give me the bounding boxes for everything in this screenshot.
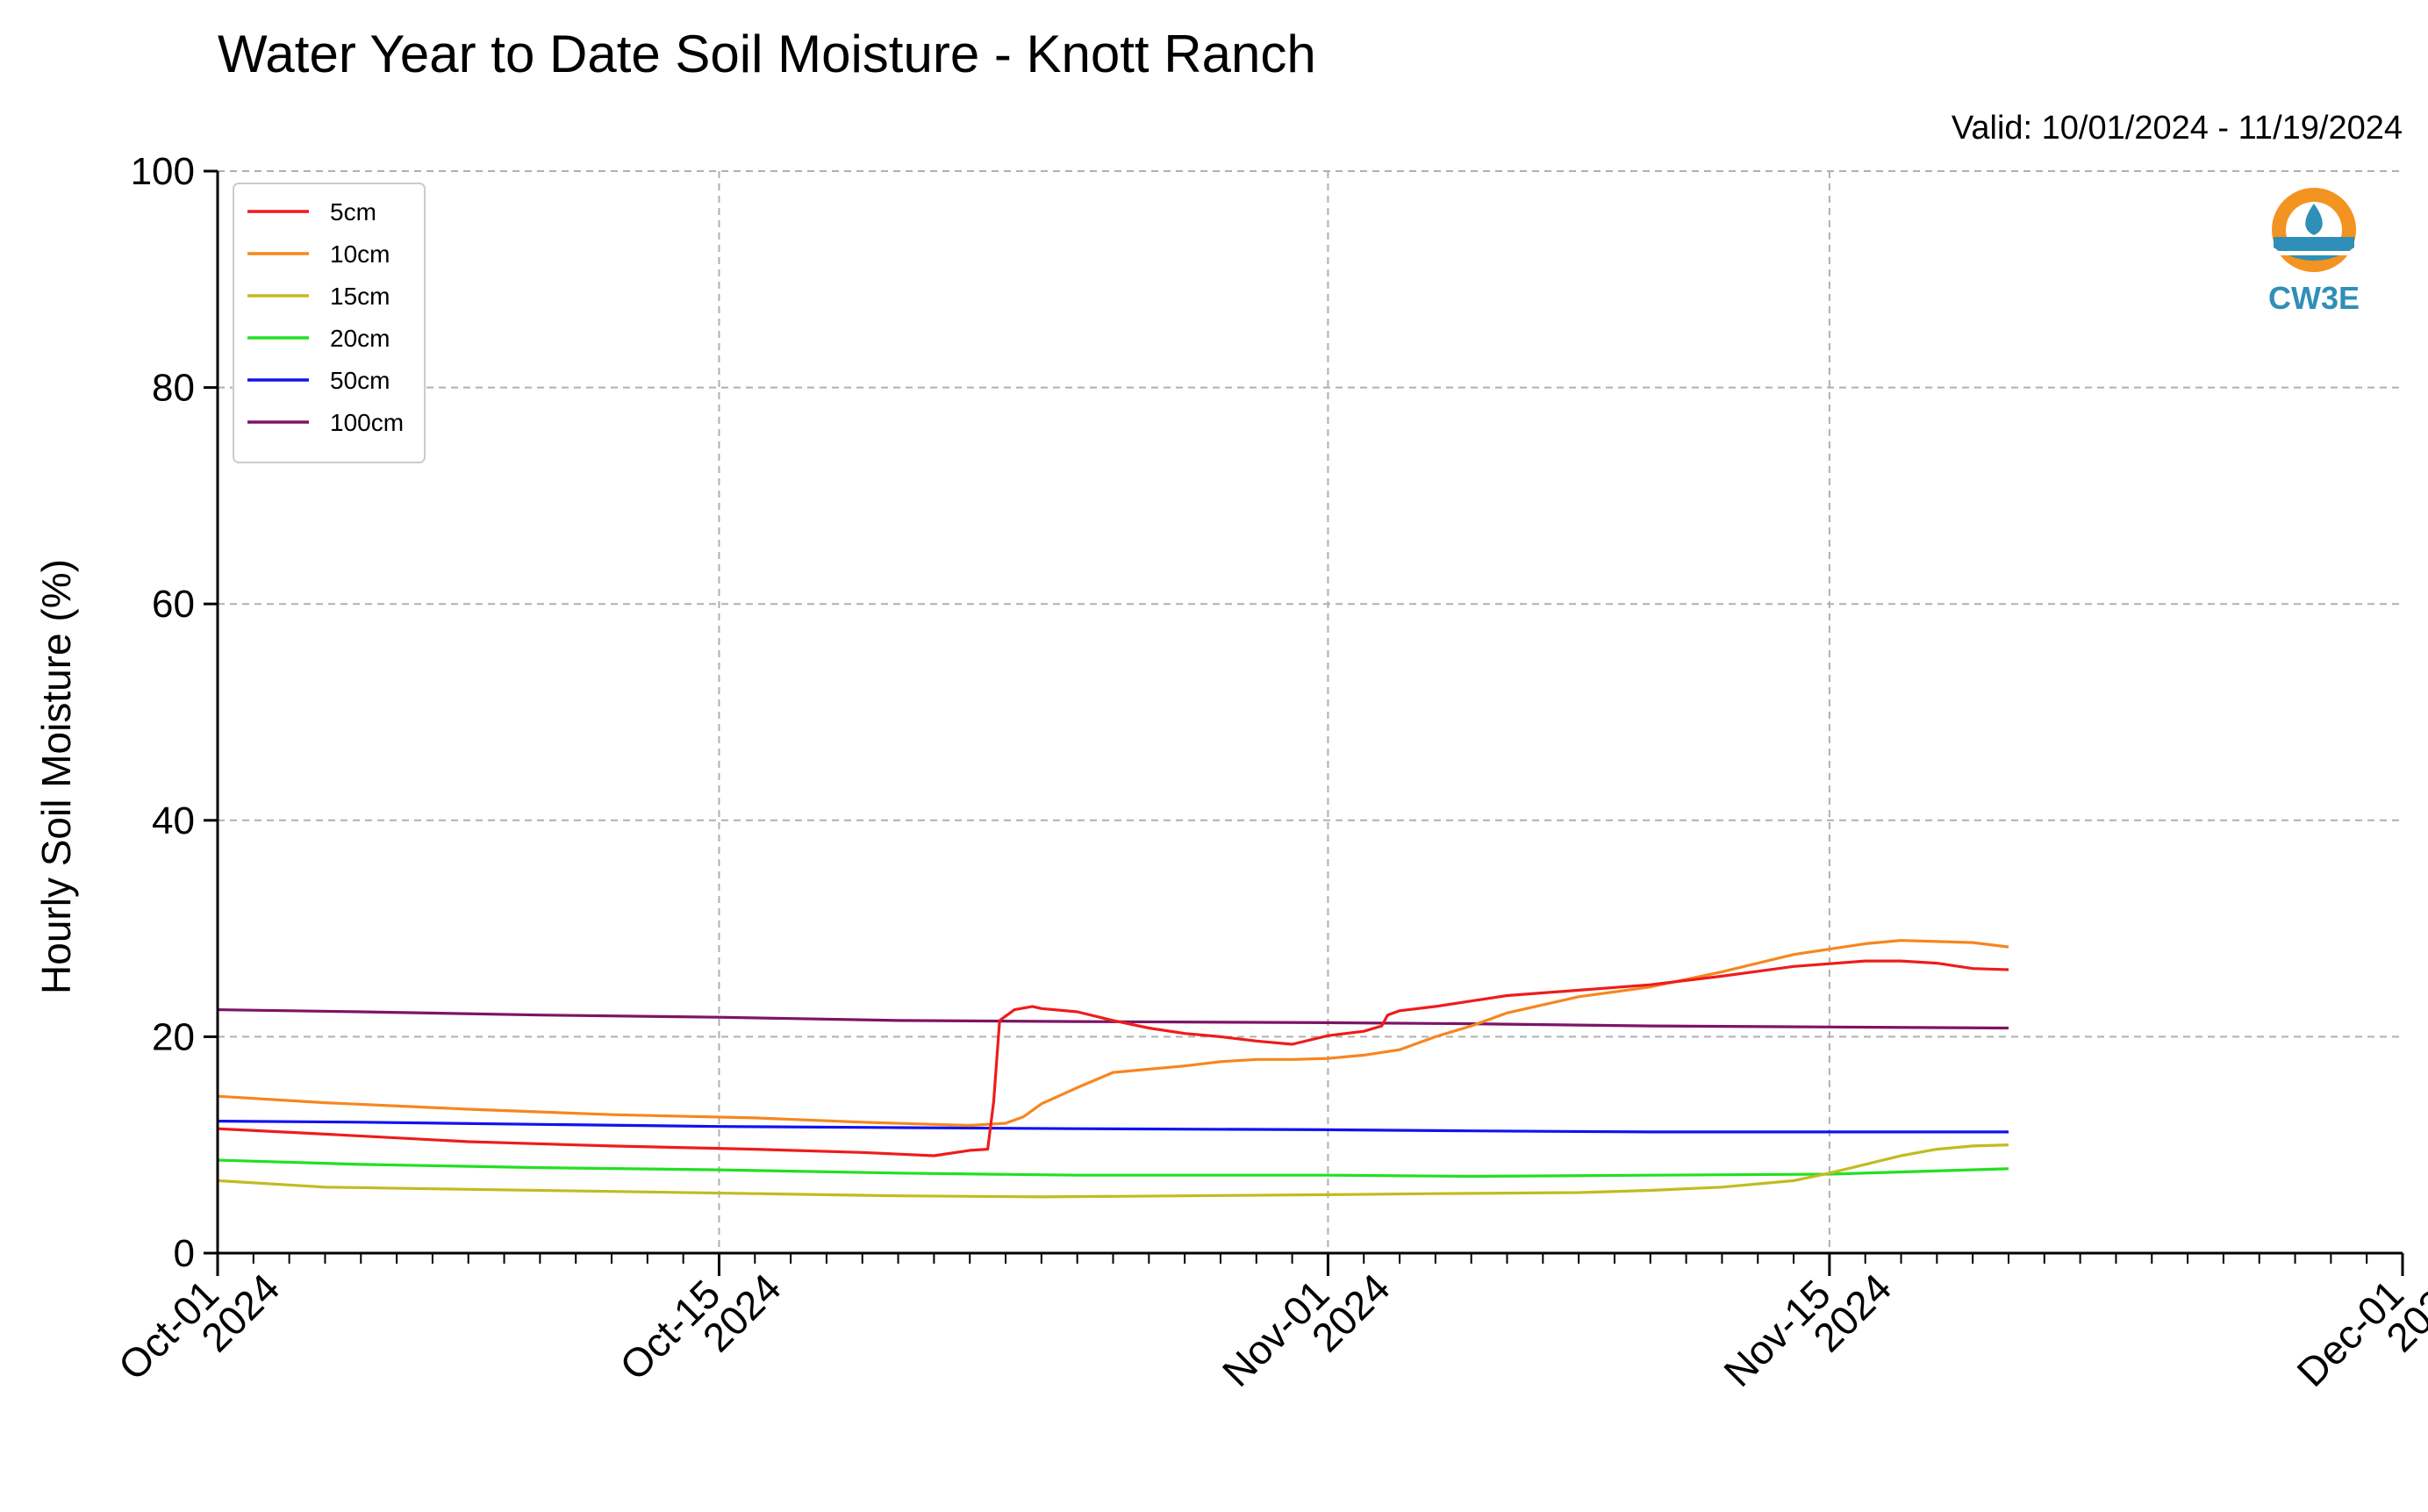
series-lines bbox=[217, 939, 2009, 1199]
logo-text: CW3E bbox=[2268, 280, 2360, 316]
x-tick-label: Nov-152024 bbox=[1715, 1237, 1900, 1422]
legend-label-100cm: 100cm bbox=[330, 409, 404, 436]
legend-label-10cm: 10cm bbox=[330, 240, 390, 268]
legend-label-15cm: 15cm bbox=[330, 283, 390, 310]
axes: 0 20 40 60 80 100 Oct-012024 Oct-152024 Nov-0120… bbox=[110, 150, 2428, 1422]
x-tick-label: Dec-012024 bbox=[2288, 1237, 2428, 1422]
y-tick-label: 0 bbox=[174, 1232, 195, 1275]
legend-label-5cm: 5cm bbox=[330, 198, 376, 226]
series-line-50cm bbox=[217, 1120, 2009, 1134]
y-tick-label: 80 bbox=[152, 367, 195, 410]
series-line-20cm bbox=[217, 1158, 2009, 1179]
x-tick-label: Nov-012024 bbox=[1214, 1237, 1399, 1422]
y-tick-label: 40 bbox=[152, 799, 195, 842]
legend-label-50cm: 50cm bbox=[330, 367, 390, 394]
series-line-10cm bbox=[217, 939, 2009, 1128]
series-line-5cm bbox=[217, 959, 2009, 1157]
cw3e-logo: CW3E bbox=[2268, 188, 2360, 316]
y-tick-label: 20 bbox=[152, 1015, 195, 1058]
chart-subtitle: Valid: 10/01/2024 - 11/19/2024 bbox=[1952, 110, 2403, 147]
series-line-100cm bbox=[217, 1008, 2009, 1030]
chart-title: Water Year to Date Soil Moisture - Knott… bbox=[218, 25, 1316, 83]
logo-wave-stripe bbox=[2276, 251, 2352, 255]
x-tick-label: Oct-012024 bbox=[110, 1237, 289, 1416]
legend: 5cm 10cm 15cm 20cm 50cm 100cm bbox=[233, 183, 426, 463]
series-line-15cm bbox=[217, 1143, 2009, 1199]
legend-label-20cm: 20cm bbox=[330, 325, 390, 352]
grid-lines bbox=[218, 170, 2403, 1253]
logo-droplet-icon bbox=[2305, 204, 2323, 235]
chart-text: Water Year to Date Soil Moisture - Knott… bbox=[33, 25, 2403, 994]
x-tick-label: Oct-152024 bbox=[611, 1237, 790, 1416]
y-tick-label: 60 bbox=[152, 583, 195, 626]
y-tick-label: 100 bbox=[131, 150, 195, 193]
y-axis-label: Hourly Soil Moisture (%) bbox=[33, 559, 79, 994]
